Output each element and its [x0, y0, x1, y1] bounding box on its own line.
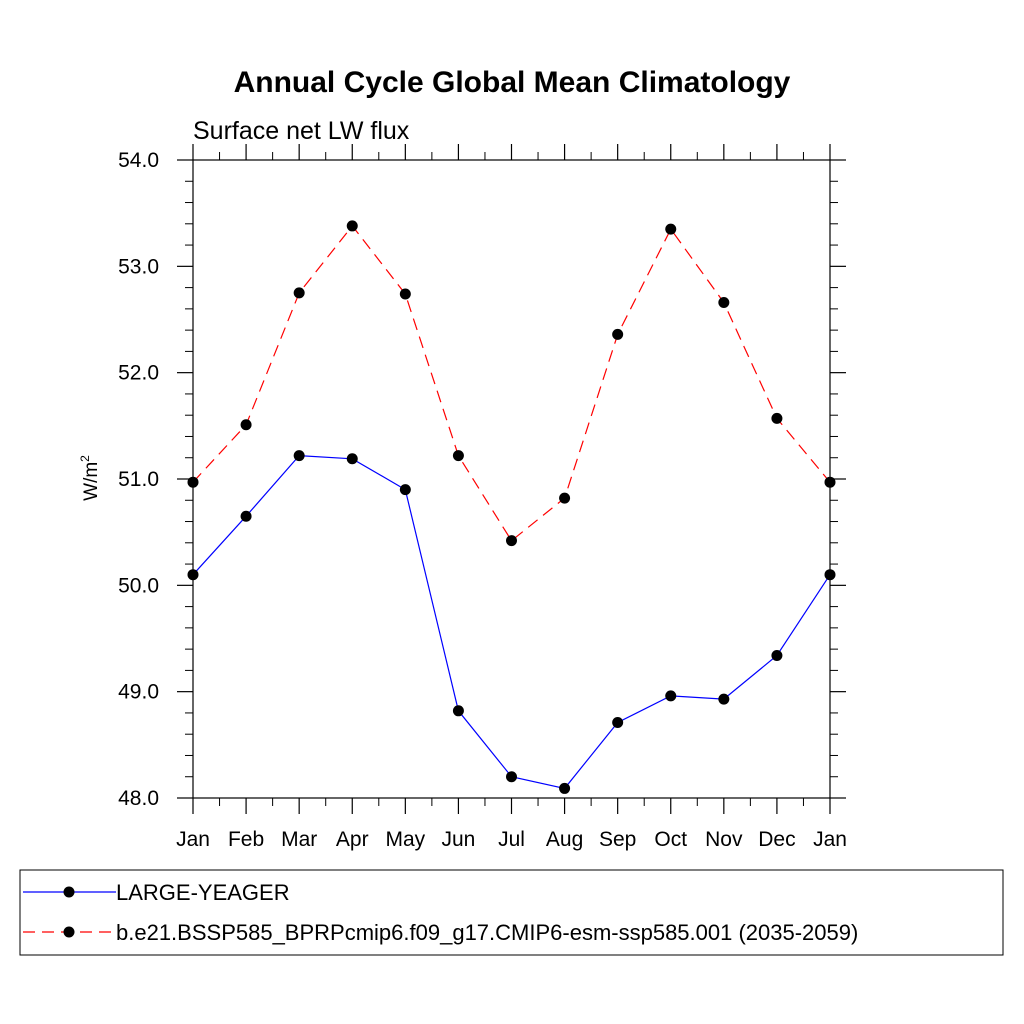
y-tick-label: 51.0: [118, 468, 159, 491]
data-point: [612, 717, 624, 729]
data-point: [559, 492, 571, 504]
x-tick-label: Oct: [654, 828, 687, 851]
data-point: [187, 476, 199, 488]
data-point: [293, 287, 305, 299]
data-point: [559, 782, 571, 794]
x-tick-label: Apr: [336, 828, 369, 851]
data-point: [506, 771, 517, 783]
y-tick-label: 53.0: [118, 255, 159, 278]
series-1: [187, 450, 836, 794]
chart-title: Annual Cycle Global Mean Climatology: [234, 66, 791, 99]
data-point: [293, 450, 305, 462]
legend-frame: [19, 869, 1004, 956]
y-tick-label: 50.0: [118, 574, 159, 597]
y-tick-label: 52.0: [118, 362, 159, 385]
legend-label: b.e21.BSSP585_BPRPcmip6.f09_g17.CMIP6-es…: [116, 920, 858, 945]
data-point: [771, 412, 783, 424]
x-tick-label: Sep: [599, 828, 636, 851]
data-point: [824, 569, 836, 581]
data-point: [771, 650, 783, 662]
series-line: [192, 454, 831, 790]
data-point: [612, 328, 624, 340]
y-axis-label-base: W/m: [81, 462, 102, 501]
series-2: [187, 220, 836, 547]
data-point: [240, 510, 252, 522]
x-tick-label: May: [385, 828, 425, 851]
x-tick-label: Jan: [176, 828, 210, 851]
data-point: [399, 288, 411, 300]
data-point: [187, 569, 199, 581]
data-point: [240, 419, 252, 431]
y-tick-label: 54.0: [118, 149, 159, 172]
x-tick-label: Jul: [498, 828, 525, 851]
data-point: [452, 450, 464, 462]
x-tick-label: Feb: [228, 828, 264, 851]
x-tick-label: Aug: [546, 828, 583, 851]
data-point: [665, 223, 677, 235]
data-point: [665, 690, 677, 702]
data-point: [452, 705, 464, 717]
legend-label: LARGE-YEAGER: [116, 880, 290, 905]
legend-marker: [63, 886, 75, 898]
series-line: [192, 224, 831, 542]
y-tick-label: 48.0: [118, 787, 159, 810]
legend-marker: [63, 926, 75, 938]
plot-area-frame: [192, 159, 831, 799]
y-axis-label-exponent: 2: [78, 455, 92, 462]
data-point: [346, 220, 358, 232]
data-point: [718, 296, 730, 308]
data-point: [824, 476, 836, 488]
x-tick-label: Nov: [705, 828, 743, 851]
legend-item-1: LARGE-YEAGER: [23, 880, 290, 905]
y-tick-label: 49.0: [118, 681, 159, 704]
legend-item-2: b.e21.BSSP585_BPRPcmip6.f09_g17.CMIP6-es…: [23, 920, 858, 945]
data-point: [506, 535, 517, 547]
data-point: [718, 693, 730, 705]
chart-subtitle: Surface net LW flux: [193, 117, 410, 145]
x-tick-label: Mar: [281, 828, 317, 851]
x-tick-label: Jan: [813, 828, 847, 851]
y-axis-label: W/m2: [78, 455, 102, 501]
legend: LARGE-YEAGER b.e21.BSSP585_BPRPcmip6.f09_…: [19, 869, 1004, 956]
data-point: [399, 484, 411, 496]
x-tick-label: Dec: [758, 828, 795, 851]
x-tick-label: Jun: [441, 828, 475, 851]
data-point: [346, 453, 358, 465]
